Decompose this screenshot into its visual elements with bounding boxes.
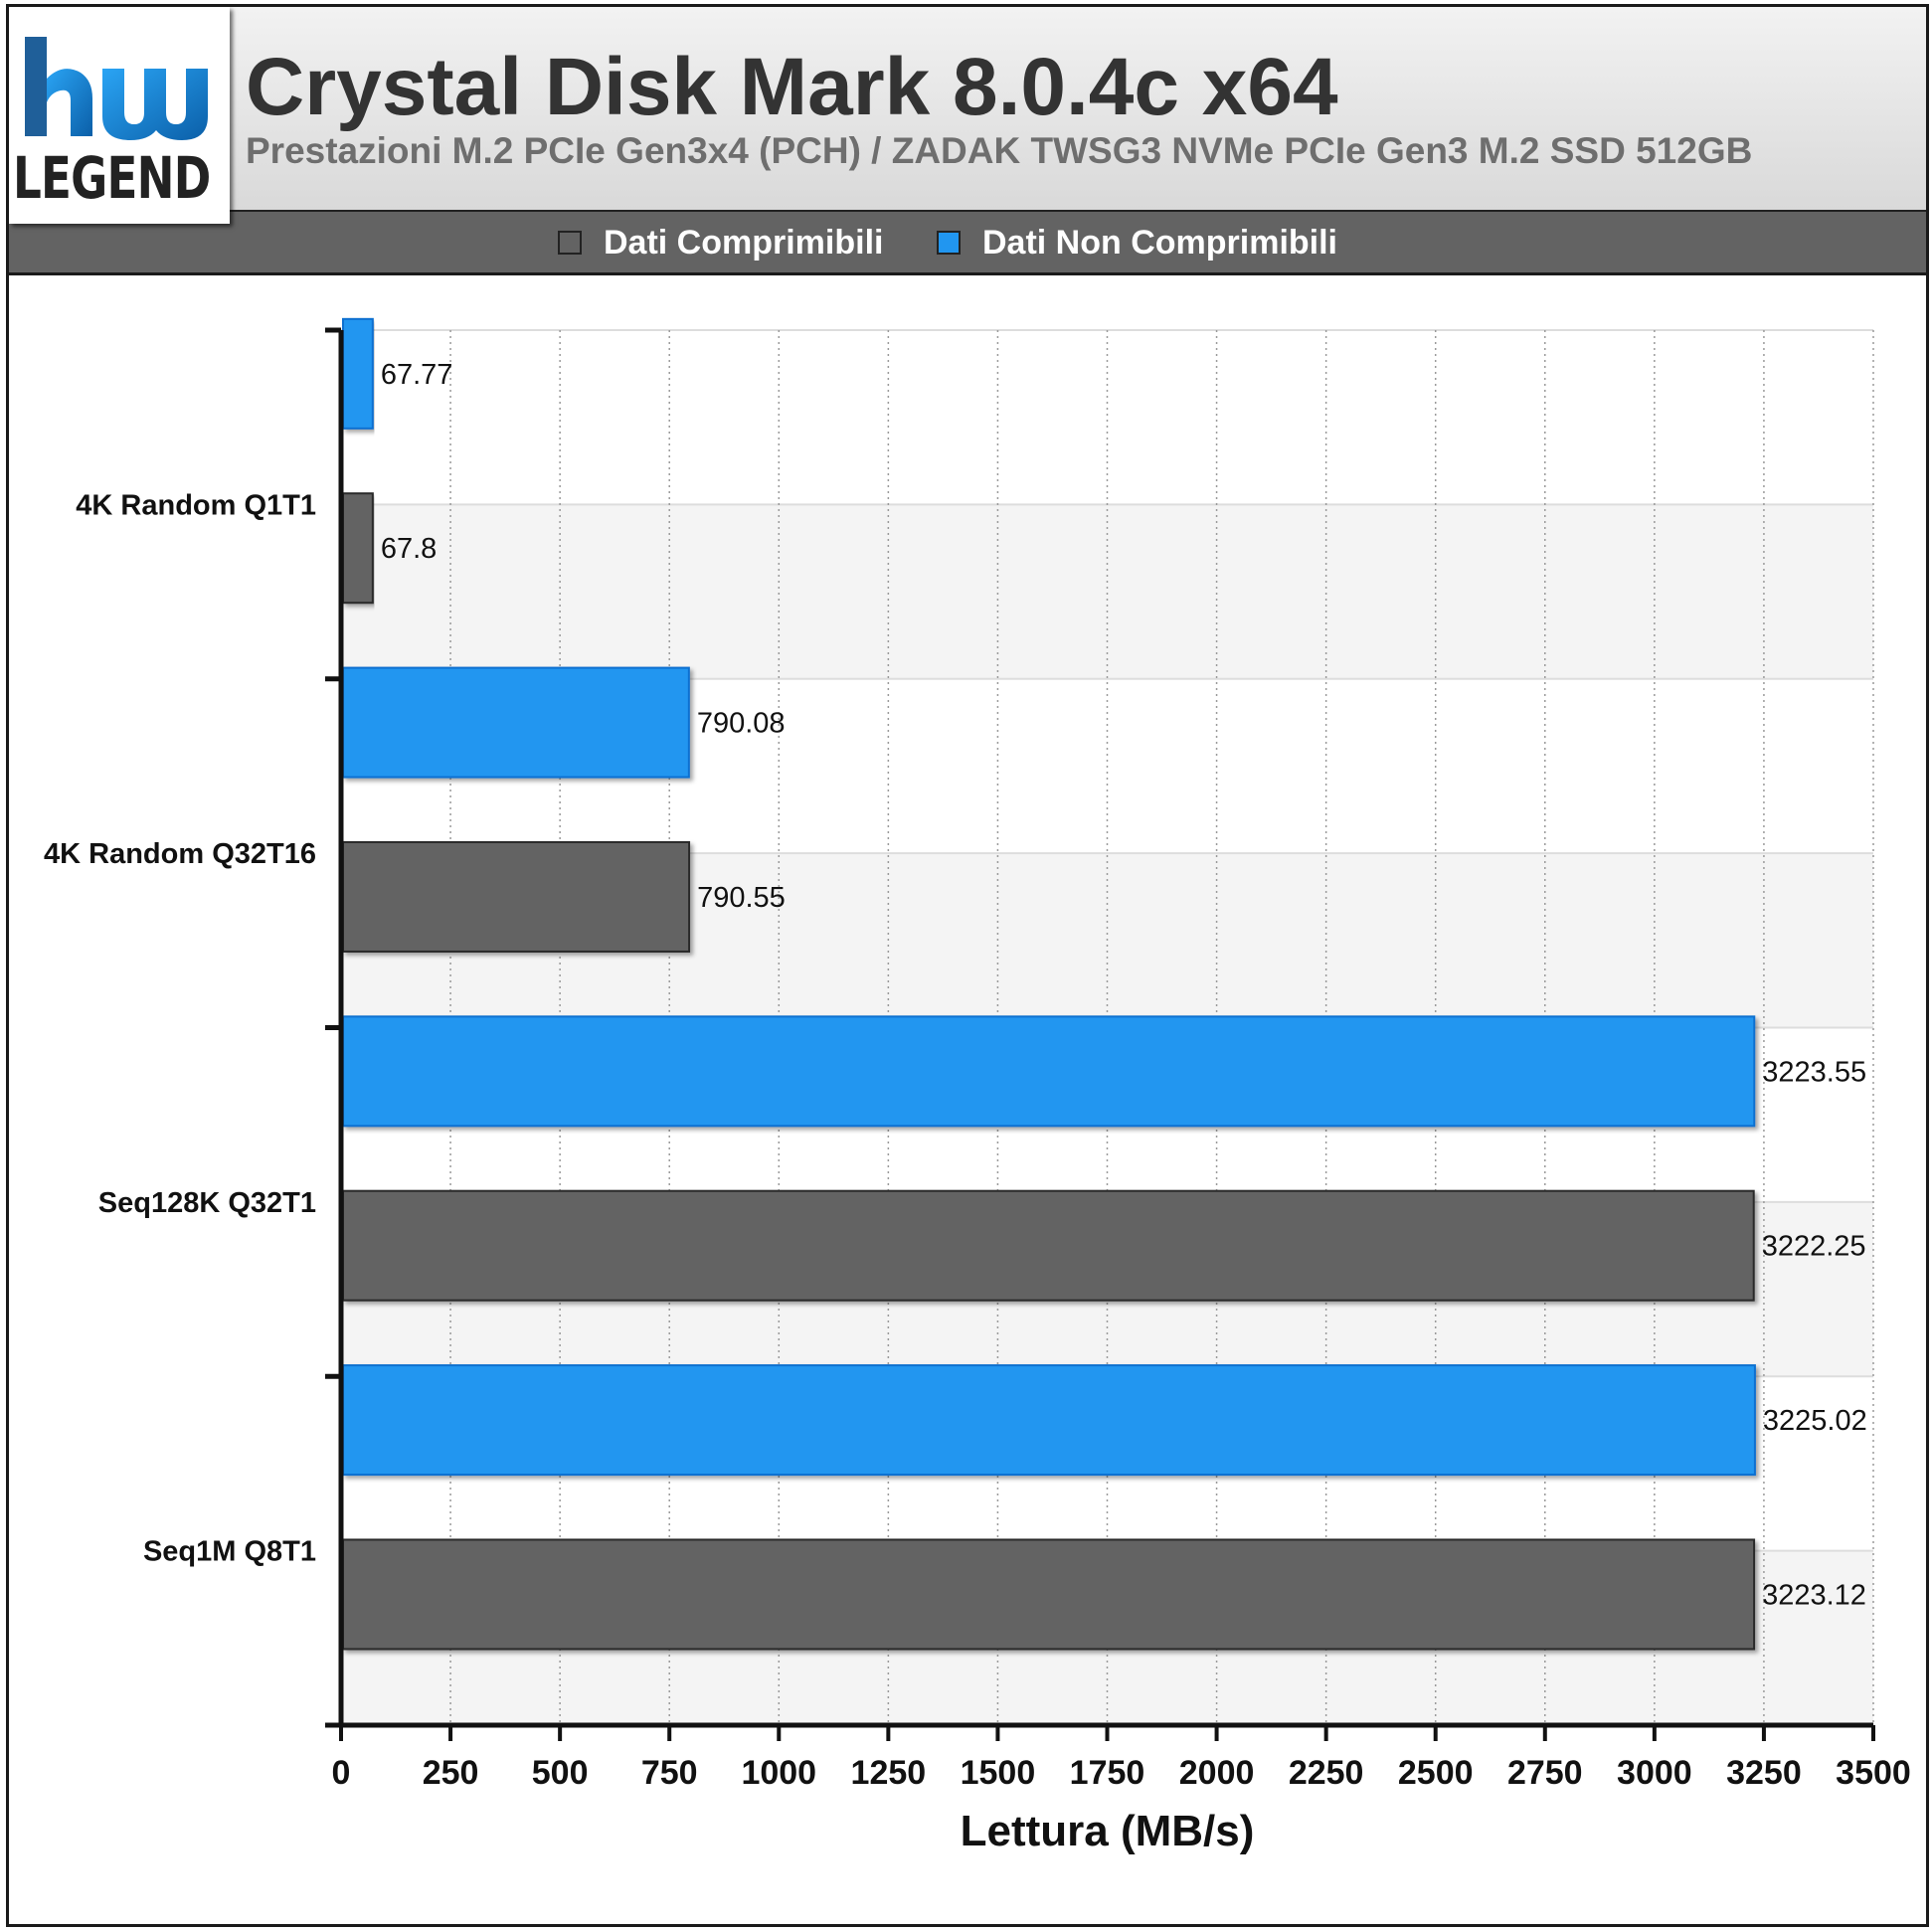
x-tick-label: 0 xyxy=(332,1754,351,1792)
bar-value-label: 790.08 xyxy=(697,708,786,740)
legend-item-noncompressible: Dati Non Comprimibili xyxy=(937,223,1337,262)
x-tick-label: 2000 xyxy=(1179,1754,1255,1792)
bar xyxy=(342,1015,1756,1128)
legend-label-compressible: Dati Comprimibili xyxy=(604,223,884,262)
category-label: Seq1M Q8T1 xyxy=(143,1536,316,1568)
x-tick-label: 750 xyxy=(641,1754,698,1792)
x-tick-label: 2750 xyxy=(1507,1754,1583,1792)
category-label: Seq128K Q32T1 xyxy=(98,1187,316,1219)
header-bar: Crystal Disk Mark 8.0.4c x64 Prestazioni… xyxy=(9,7,1926,212)
chart-title: Crystal Disk Mark 8.0.4c x64 xyxy=(246,42,1338,132)
x-tick-label: 2500 xyxy=(1398,1754,1474,1792)
legend-label-noncompressible: Dati Non Comprimibili xyxy=(982,223,1337,262)
legend-swatch-blue xyxy=(937,231,961,255)
bar-value-label: 3225.02 xyxy=(1763,1405,1867,1437)
x-tick-label: 1750 xyxy=(1070,1754,1145,1792)
x-tick-label: 3500 xyxy=(1836,1754,1911,1792)
x-axis-title: Lettura (MB/s) xyxy=(961,1807,1255,1855)
bar xyxy=(342,666,690,779)
x-tick-label: 250 xyxy=(423,1754,479,1792)
bar-value-label: 67.8 xyxy=(381,533,437,565)
legend-swatch-gray xyxy=(558,231,582,255)
bar-value-label: 3223.55 xyxy=(1762,1056,1866,1088)
site-logo: LEGEND xyxy=(9,7,230,224)
x-tick-label: 3250 xyxy=(1726,1754,1802,1792)
category-label: 4K Random Q32T16 xyxy=(44,838,316,870)
logo-legend-text: LEGEND xyxy=(13,144,211,212)
x-tick-label: 3000 xyxy=(1617,1754,1692,1792)
x-tick-label: 1500 xyxy=(961,1754,1036,1792)
bar-value-label: 790.55 xyxy=(697,882,786,914)
legend-item-compressible: Dati Comprimibili xyxy=(558,223,884,262)
x-tick-label: 2250 xyxy=(1289,1754,1364,1792)
category-label: 4K Random Q1T1 xyxy=(76,489,316,521)
x-tick-label: 1000 xyxy=(741,1754,816,1792)
hw-logo-icon xyxy=(25,37,208,140)
legend-bar: Dati Comprimibili Dati Non Comprimibili xyxy=(9,212,1926,275)
bar xyxy=(342,1538,1756,1651)
bar xyxy=(342,317,374,430)
x-tick-label: 500 xyxy=(532,1754,589,1792)
bar xyxy=(342,840,691,953)
bar xyxy=(342,1364,1756,1477)
bar-value-label: 67.77 xyxy=(381,359,453,391)
bar-value-label: 3222.25 xyxy=(1762,1231,1866,1263)
bar xyxy=(342,492,374,605)
bar-value-label: 3223.12 xyxy=(1762,1579,1866,1611)
bar xyxy=(342,1189,1755,1302)
x-tick-label: 1250 xyxy=(851,1754,927,1792)
chart-subtitle: Prestazioni M.2 PCIe Gen3x4 (PCH) / ZADA… xyxy=(246,130,1753,171)
